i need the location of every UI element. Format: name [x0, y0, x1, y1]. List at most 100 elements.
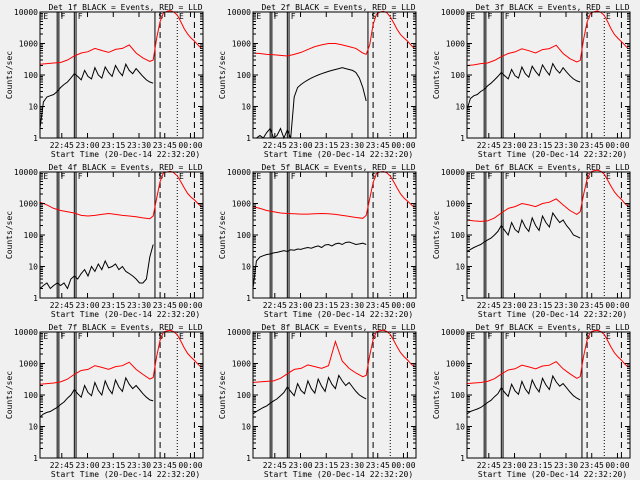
y-tick-label: 1: [460, 294, 465, 303]
x-tick-label: 22:45: [263, 141, 287, 150]
panel-title: Det 1f BLACK = Events, RED = LLD: [48, 3, 202, 12]
plot-frame: [39, 331, 204, 459]
x-tick-label: 00:00: [391, 141, 415, 150]
x-tick-label: 23:00: [288, 461, 312, 470]
x-tick-label: 22:45: [477, 461, 501, 470]
y-tick-label: 1: [460, 134, 465, 143]
x-tick-label: 23:45: [366, 141, 390, 150]
x-tick-label: 23:15: [528, 141, 552, 150]
y-tick-label: 1000: [232, 360, 251, 369]
y-tick-label: 10: [455, 103, 465, 112]
x-axis-label: Start Time (20-Dec-14 22:32:20): [478, 470, 627, 479]
y-tick-label: 100: [24, 71, 39, 80]
events-series-line: [252, 241, 367, 289]
x-tick-label: 23:30: [554, 141, 578, 150]
panel-title: Det 7f BLACK = Events, RED = LLD: [48, 323, 202, 332]
y-tick-label: 100: [237, 231, 252, 240]
marker-label: F: [488, 332, 493, 341]
y-tick-label: 1000: [232, 200, 251, 209]
events-series-line: [253, 67, 367, 140]
events-series-line: [39, 62, 154, 129]
events-series-line: [466, 211, 581, 252]
lld-series-line: [39, 10, 202, 65]
y-axis-label: Counts/sec: [432, 211, 441, 259]
x-tick-label: 22:45: [263, 301, 287, 310]
lld-series-line: [39, 329, 202, 385]
marker-label: S: [158, 12, 163, 21]
x-axis-label: Start Time (20-Dec-14 22:32:20): [264, 470, 413, 479]
lld-series-line: [252, 329, 415, 383]
marker-label: E: [606, 172, 611, 181]
marker-label: F: [274, 332, 279, 341]
marker-label: E: [392, 332, 397, 341]
x-tick-label: 23:00: [502, 461, 526, 470]
marker-label: F: [291, 172, 296, 181]
lld-series-line: [466, 10, 629, 66]
marker-label: F: [291, 12, 296, 21]
x-tick-label: 23:15: [101, 301, 125, 310]
y-tick-label: 1: [33, 454, 38, 463]
y-tick-label: 100: [451, 71, 466, 80]
marker-label: E: [43, 172, 48, 181]
plot-frame: [252, 11, 417, 139]
y-tick-label: 1000: [446, 200, 465, 209]
marker-label: E: [470, 12, 475, 21]
x-axis-label: Start Time (20-Dec-14 22:32:20): [264, 310, 413, 319]
plot-frame: [252, 331, 417, 459]
events-series-line: [39, 376, 154, 418]
x-tick-label: 23:45: [580, 301, 604, 310]
events-series-line: [466, 374, 581, 415]
marker-label: E: [43, 332, 48, 341]
y-tick-label: 10000: [14, 8, 38, 17]
y-tick-label: 1: [246, 454, 251, 463]
x-axis-label: Start Time (20-Dec-14 22:32:20): [51, 310, 200, 319]
x-tick-label: 23:00: [288, 301, 312, 310]
y-tick-label: 10: [28, 423, 38, 432]
events-series-line: [252, 374, 367, 415]
y-tick-label: 1000: [19, 200, 38, 209]
marker-label: E: [470, 172, 475, 181]
panel-title: Det 4f BLACK = Events, RED = LLD: [48, 163, 202, 172]
y-tick-label: 100: [24, 231, 39, 240]
panel-title: Det 9f BLACK = Events, RED = LLD: [475, 323, 629, 332]
y-axis-label: Counts/sec: [218, 371, 227, 419]
marker-label: F: [274, 172, 279, 181]
marker-label: S: [371, 12, 376, 21]
y-tick-label: 1: [246, 134, 251, 143]
lld-series-line: [466, 169, 629, 222]
marker-label: E: [256, 12, 261, 21]
marker-label: F: [61, 12, 66, 21]
x-tick-label: 23:30: [127, 141, 151, 150]
y-tick-label: 100: [237, 391, 252, 400]
panel-title: Det 5f BLACK = Events, RED = LLD: [261, 163, 415, 172]
y-tick-label: 1: [246, 294, 251, 303]
x-tick-label: 23:30: [340, 461, 364, 470]
y-tick-label: 1000: [19, 40, 38, 49]
lld-series-line: [466, 329, 629, 385]
marker-label: F: [291, 332, 296, 341]
marker-label: E: [606, 332, 611, 341]
y-axis-label: Counts/sec: [432, 51, 441, 99]
y-tick-label: 10000: [14, 168, 38, 177]
y-axis-label: Counts/sec: [218, 211, 227, 259]
plot-frame: [252, 171, 417, 299]
x-tick-label: 23:00: [75, 461, 99, 470]
marker-label: E: [392, 172, 397, 181]
x-tick-label: 23:30: [340, 301, 364, 310]
y-axis-label: Counts/sec: [432, 371, 441, 419]
x-tick-label: 23:45: [153, 461, 177, 470]
x-tick-label: 00:00: [605, 141, 629, 150]
y-tick-label: 10000: [14, 328, 38, 337]
marker-label: F: [274, 12, 279, 21]
x-tick-label: 22:45: [50, 461, 74, 470]
x-tick-label: 23:45: [153, 141, 177, 150]
marker-label: F: [61, 332, 66, 341]
x-tick-label: 23:00: [288, 141, 312, 150]
y-tick-label: 10000: [227, 8, 251, 17]
